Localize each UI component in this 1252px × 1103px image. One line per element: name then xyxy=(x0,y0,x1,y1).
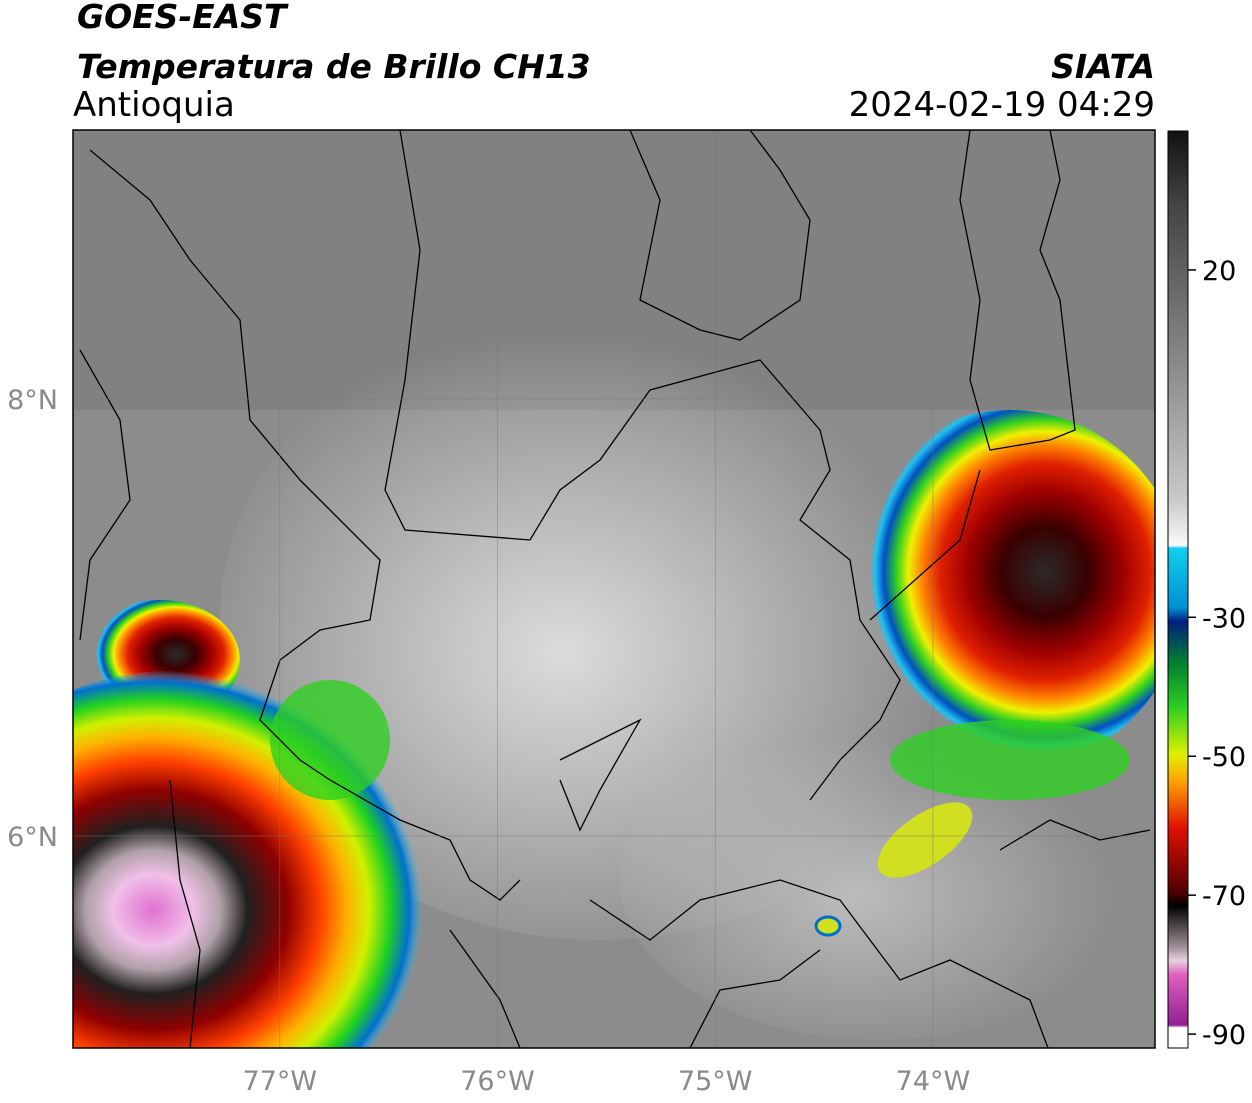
colorbar-tick-label: -90 xyxy=(1202,1020,1246,1051)
colorbar-ticks: 20 -30 -50 -70 -90 xyxy=(1188,256,1246,1051)
colorbar-tick-label: -70 xyxy=(1202,881,1246,912)
lon-tick-label: 76°W xyxy=(460,1066,535,1097)
lon-tick-label: 77°W xyxy=(243,1066,318,1097)
subtitle: Temperatura de Brillo CH13 xyxy=(77,47,591,86)
colorbar xyxy=(1167,130,1189,1049)
lat-tick-label: 8°N xyxy=(7,385,58,416)
graticule xyxy=(73,130,1155,1048)
map-frame xyxy=(72,129,1156,1049)
lon-tick-label: 74°W xyxy=(896,1066,971,1097)
title: GOES-EAST xyxy=(77,0,289,36)
source: SIATA xyxy=(1051,47,1155,86)
lat-tick-label: 6°N xyxy=(7,822,58,853)
colorbar-tick-label: -50 xyxy=(1202,742,1246,773)
region: Antioquia xyxy=(73,85,235,125)
colorbar-tick-label: 20 xyxy=(1202,256,1236,287)
satellite-image xyxy=(73,130,1155,1048)
datetime: 2024-02-19 04:29 xyxy=(849,85,1155,125)
lon-tick-label: 75°W xyxy=(678,1066,753,1097)
colorbar-tick-label: -30 xyxy=(1202,603,1246,634)
